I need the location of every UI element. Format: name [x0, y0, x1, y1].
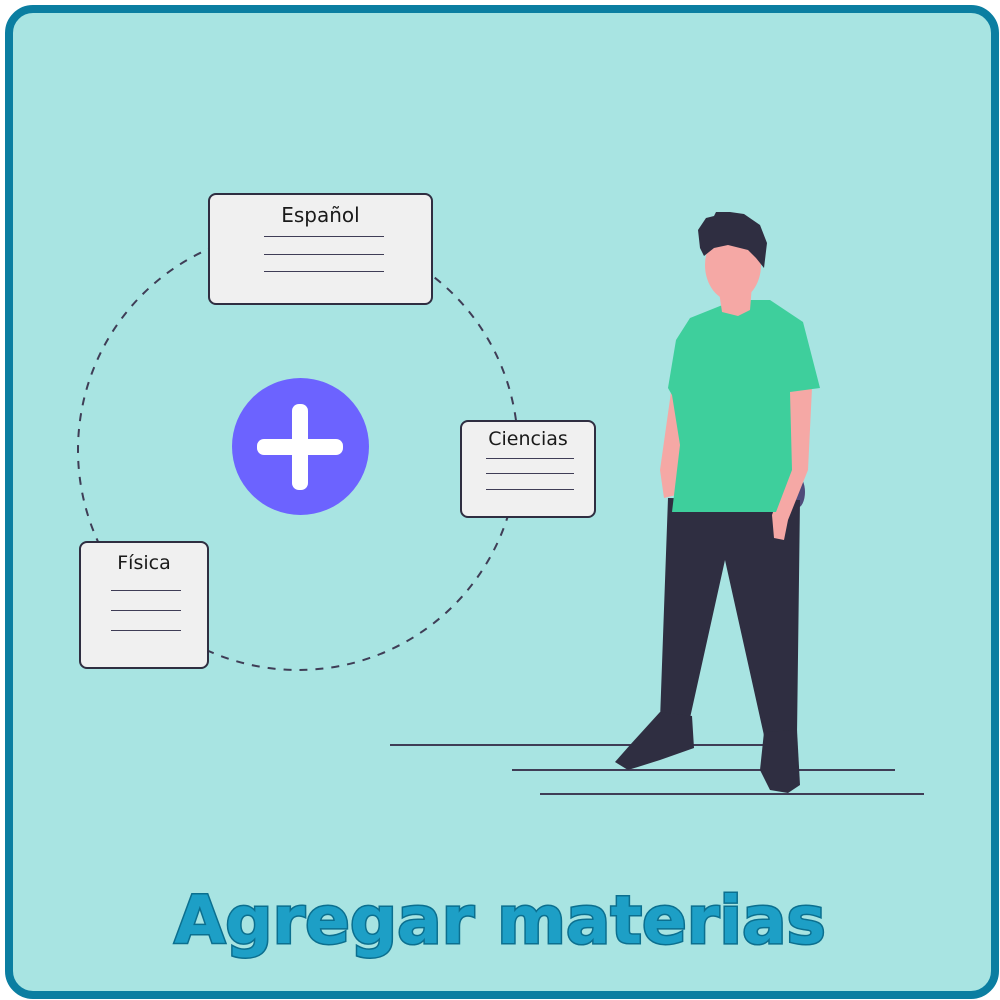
person-illustration — [615, 212, 820, 793]
add-subject-button[interactable] — [232, 378, 369, 515]
card-line — [111, 610, 181, 611]
card-line — [264, 236, 384, 237]
subject-label: Física — [117, 552, 171, 574]
card-line — [486, 489, 574, 490]
plus-icon — [257, 404, 343, 490]
card-line — [486, 458, 574, 459]
subject-label: Ciencias — [488, 428, 568, 450]
subject-label: Español — [281, 203, 360, 227]
card-line — [264, 254, 384, 255]
subject-card-fisica[interactable]: Física — [79, 541, 209, 669]
card-line — [264, 271, 384, 272]
card-line — [111, 590, 181, 591]
floor-lines — [390, 744, 924, 795]
card-line — [486, 473, 574, 474]
subject-card-espanol[interactable]: Español — [208, 193, 433, 305]
page-title: Agregar materias — [173, 881, 828, 961]
card-line — [111, 630, 181, 631]
subject-card-ciencias[interactable]: Ciencias — [460, 420, 596, 518]
